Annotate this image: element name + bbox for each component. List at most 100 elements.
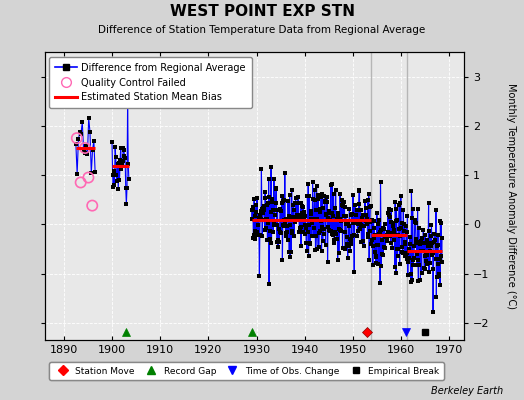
Point: [81, 145, 89, 151]
Point: [312, 183, 321, 190]
Point: [72, 141, 80, 147]
Point: [309, 196, 317, 202]
Point: [249, 234, 257, 241]
Point: [413, 206, 422, 213]
Point: [298, 203, 307, 210]
Point: [411, 219, 419, 226]
Point: [265, 194, 274, 200]
Point: [297, 243, 305, 249]
Point: [270, 220, 279, 226]
Point: [387, 218, 396, 225]
Point: [330, 191, 338, 197]
Point: [307, 216, 315, 223]
Point: [335, 250, 343, 256]
Point: [400, 221, 408, 228]
Point: [286, 254, 294, 260]
Point: [281, 170, 289, 176]
Point: [365, 191, 373, 197]
Point: [407, 279, 415, 285]
Point: [404, 259, 412, 265]
Point: [409, 257, 418, 264]
Point: [84, 115, 93, 121]
Point: [344, 222, 353, 229]
Point: [436, 253, 445, 260]
Point: [289, 202, 298, 209]
Point: [269, 229, 277, 235]
Point: [250, 236, 259, 242]
Point: [386, 214, 394, 221]
Point: [392, 206, 400, 212]
Point: [430, 231, 439, 238]
Point: [324, 223, 332, 230]
Point: [293, 217, 301, 224]
Point: [424, 200, 433, 206]
Point: [302, 240, 311, 246]
Point: [342, 233, 351, 240]
Point: [314, 244, 323, 250]
Point: [287, 216, 295, 223]
Point: [387, 239, 395, 246]
Point: [283, 237, 292, 243]
Point: [299, 204, 308, 211]
Point: [418, 248, 427, 254]
Point: [271, 200, 280, 206]
Point: [279, 222, 287, 228]
Point: [276, 229, 284, 235]
Point: [403, 212, 411, 219]
Point: [356, 207, 365, 214]
Point: [375, 217, 383, 223]
Point: [379, 226, 388, 232]
Point: [330, 237, 338, 244]
Point: [435, 256, 444, 262]
Point: [88, 202, 96, 209]
Point: [297, 223, 305, 230]
Point: [412, 250, 421, 257]
Point: [304, 180, 312, 187]
Point: [301, 213, 309, 219]
Point: [409, 206, 417, 212]
Point: [282, 223, 291, 230]
Point: [284, 217, 292, 224]
Point: [118, 161, 126, 168]
Point: [420, 264, 428, 271]
Point: [269, 221, 278, 228]
Point: [348, 211, 356, 218]
Point: [363, 221, 371, 227]
Point: [288, 230, 296, 236]
Point: [368, 218, 377, 224]
Point: [280, 216, 289, 223]
Point: [303, 193, 312, 200]
Point: [288, 187, 296, 194]
Point: [353, 233, 362, 239]
Point: [303, 229, 312, 235]
Point: [432, 206, 440, 213]
Point: [431, 255, 440, 262]
Point: [434, 261, 443, 267]
Point: [418, 270, 426, 276]
Point: [424, 240, 432, 246]
Point: [247, 207, 256, 213]
Point: [265, 281, 274, 287]
Point: [300, 214, 308, 220]
Point: [117, 166, 126, 172]
Point: [266, 236, 275, 242]
Point: [436, 218, 445, 224]
Point: [289, 214, 297, 220]
Point: [425, 227, 433, 234]
Point: [413, 262, 421, 269]
Point: [313, 246, 321, 252]
Point: [427, 243, 435, 250]
Point: [315, 208, 324, 215]
Point: [386, 233, 395, 240]
Point: [278, 256, 287, 263]
Point: [321, 199, 329, 206]
Point: [357, 239, 366, 245]
Point: [311, 247, 320, 254]
Point: [401, 250, 410, 257]
Point: [376, 229, 384, 235]
Point: [389, 220, 397, 227]
Point: [430, 239, 438, 246]
Point: [353, 220, 361, 226]
Point: [91, 169, 100, 176]
Point: [279, 223, 288, 230]
